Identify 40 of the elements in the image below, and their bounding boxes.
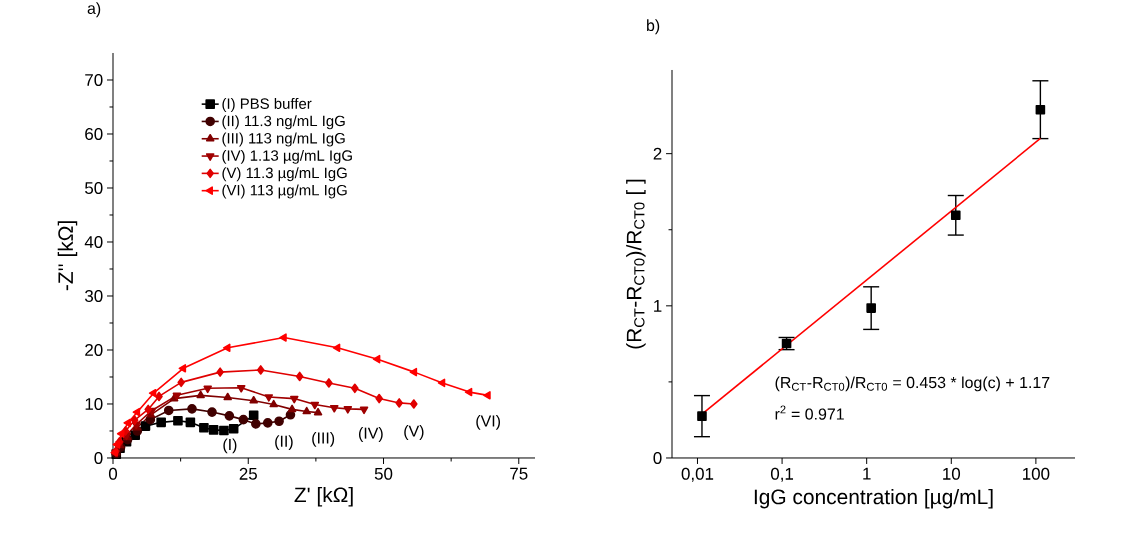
- x-axis-title: IgG concentration [µg/mL]: [754, 488, 993, 509]
- y-tick-label: 20: [85, 343, 103, 356]
- annotation: (I): [223, 438, 237, 454]
- annotation: (V): [404, 425, 424, 440]
- annotation: (R$_{CT}$-R$_{CT0}$)/R$_{CT0}$ = 0.453 * log(c) + 1.17: [775, 376, 1050, 392]
- legend-label: (II) 11.3 ng/mL IgG: [222, 115, 345, 130]
- x-tick-label: 10: [943, 467, 961, 480]
- annotation: (IV): [358, 427, 383, 442]
- x-tick-label: 75: [510, 467, 528, 480]
- y-tick-label: 10: [85, 397, 103, 410]
- legend-label: (IV) 1.13 µg/mL IgG: [222, 149, 352, 164]
- annotation: (III): [312, 431, 335, 447]
- legend-label: (V) 11.3 µg/mL IgG: [222, 167, 347, 182]
- x-axis-title: Z' [kΩ]: [294, 486, 353, 507]
- x-tick-label: 25: [239, 467, 257, 480]
- y-tick-label: 0: [653, 451, 662, 464]
- x-tick-label: 1: [863, 467, 871, 480]
- legend-label: (III) 113 ng/mL IgG: [222, 132, 345, 147]
- y-tick-label: 40: [84, 235, 103, 248]
- y-tick-label: 1: [654, 300, 662, 312]
- annotation: (VI): [476, 414, 501, 430]
- y-axis-title: (R$_{CT}$-R$_{CT0}$)/R$_{CT0}$ [ ]: [626, 179, 646, 349]
- x-tick-label: 50: [374, 467, 393, 480]
- y-tick-label: 0: [94, 451, 103, 464]
- legend-label: (I) PBS buffer: [222, 97, 312, 112]
- y-axis-title: -Z'' [kΩ]: [57, 221, 78, 291]
- x-tick-label: 0: [108, 467, 118, 480]
- y-tick-label: 30: [84, 289, 103, 302]
- x-tick-label: 0,1: [770, 467, 794, 482]
- y-tick-label: 70: [85, 73, 103, 86]
- chart-title: a): [87, 2, 101, 18]
- y-tick-label: 50: [85, 181, 103, 194]
- legend-label: (VI) 113 µg/mL IgG: [222, 184, 347, 199]
- y-tick-label: 60: [85, 127, 103, 140]
- y-tick-label: 2: [653, 147, 662, 160]
- annotation: r$^{2}$ = 0.971: [775, 405, 844, 420]
- x-tick-label: 100: [1023, 467, 1050, 480]
- x-tick-label: 0,01: [681, 467, 714, 482]
- annotation: (II): [275, 435, 293, 451]
- chart-title: b): [647, 19, 660, 35]
